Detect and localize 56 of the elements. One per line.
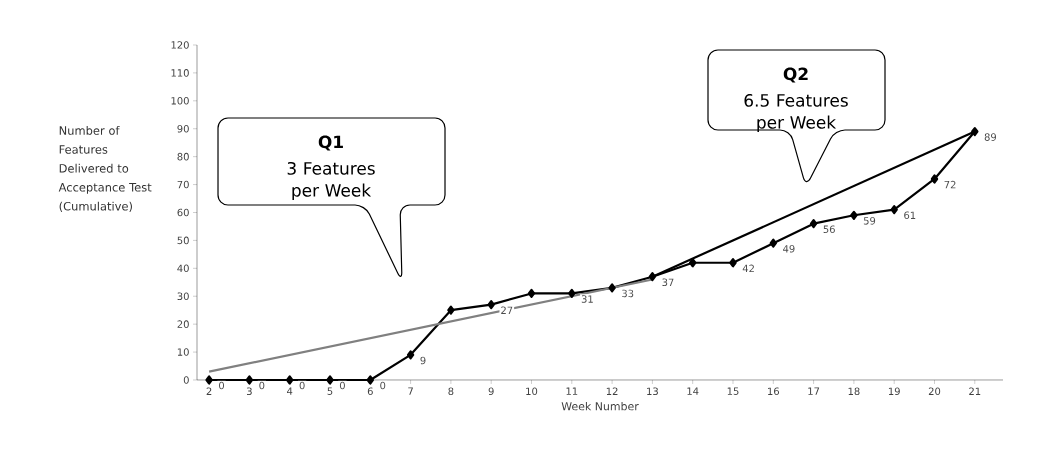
- annotation: 3 Features per Week: [287, 161, 375, 200]
- x-tick-label: 3: [247, 387, 252, 396]
- x-tick-label: 12: [606, 387, 618, 395]
- x-tick-label: 10: [526, 387, 538, 396]
- data-label: 9: [420, 356, 426, 365]
- y-tick-label: 40: [177, 264, 189, 273]
- data-label: 0: [339, 381, 345, 390]
- data-label: 49: [783, 245, 795, 253]
- y-tick-label: 90: [177, 124, 189, 133]
- y-tick-label: 20: [177, 320, 189, 328]
- x-tick-label: 4: [287, 387, 293, 395]
- x-tick-label: 6: [367, 387, 373, 396]
- data-label: 56: [823, 225, 835, 233]
- x-tick-label: 2: [206, 387, 212, 395]
- data-label: 31: [581, 295, 593, 303]
- data-label: 89: [984, 133, 997, 141]
- x-tick-label: 18: [848, 387, 860, 396]
- annotation: Q1: [318, 135, 343, 151]
- x-tick-label: 20: [928, 387, 941, 396]
- annotation: 6.5 Features per Week: [744, 93, 848, 132]
- x-tick-label: 13: [647, 387, 658, 396]
- y-tick-label: 0: [183, 376, 189, 384]
- x-tick-label: 15: [727, 387, 739, 395]
- data-label: 59: [863, 217, 876, 225]
- data-label: 61: [904, 211, 916, 220]
- x-axis-title: Week Number: [561, 401, 639, 411]
- x-tick-label: 16: [768, 387, 780, 396]
- y-tick-label: 60: [177, 208, 189, 217]
- x-tick-label: 21: [969, 387, 981, 395]
- annotation: Q2: [783, 67, 808, 83]
- data-label: 0: [380, 381, 386, 390]
- data-label: 37: [662, 278, 674, 287]
- x-tick-label: 14: [687, 387, 699, 395]
- y-axis-title: Number of Features Delivered to Acceptance Test (Cumulative): [58, 125, 152, 212]
- y-tick-label: 50: [177, 236, 189, 245]
- y-tick-label: 70: [177, 180, 189, 189]
- y-tick-label: 10: [177, 348, 189, 356]
- data-label: 0: [259, 381, 265, 390]
- x-tick-label: 9: [488, 387, 494, 396]
- data-label: 42: [742, 264, 754, 273]
- x-tick-label: 7: [408, 387, 413, 395]
- x-tick-label: 19: [888, 387, 900, 396]
- y-tick-label: 120: [171, 41, 189, 49]
- y-tick-label: 100: [171, 97, 189, 105]
- data-label: 0: [299, 381, 305, 390]
- y-tick-label: 30: [177, 292, 189, 300]
- x-tick-label: 17: [808, 387, 820, 395]
- data-label: 72: [944, 180, 956, 189]
- y-tick-label: 80: [177, 152, 189, 161]
- y-tick-label: 110: [171, 69, 189, 77]
- data-label: 27: [501, 306, 513, 314]
- x-tick-label: 8: [448, 387, 454, 396]
- x-tick-label: 11: [566, 387, 578, 395]
- data-label: 0: [219, 381, 225, 390]
- data-label: 33: [622, 289, 634, 298]
- x-tick-label: 5: [327, 387, 333, 395]
